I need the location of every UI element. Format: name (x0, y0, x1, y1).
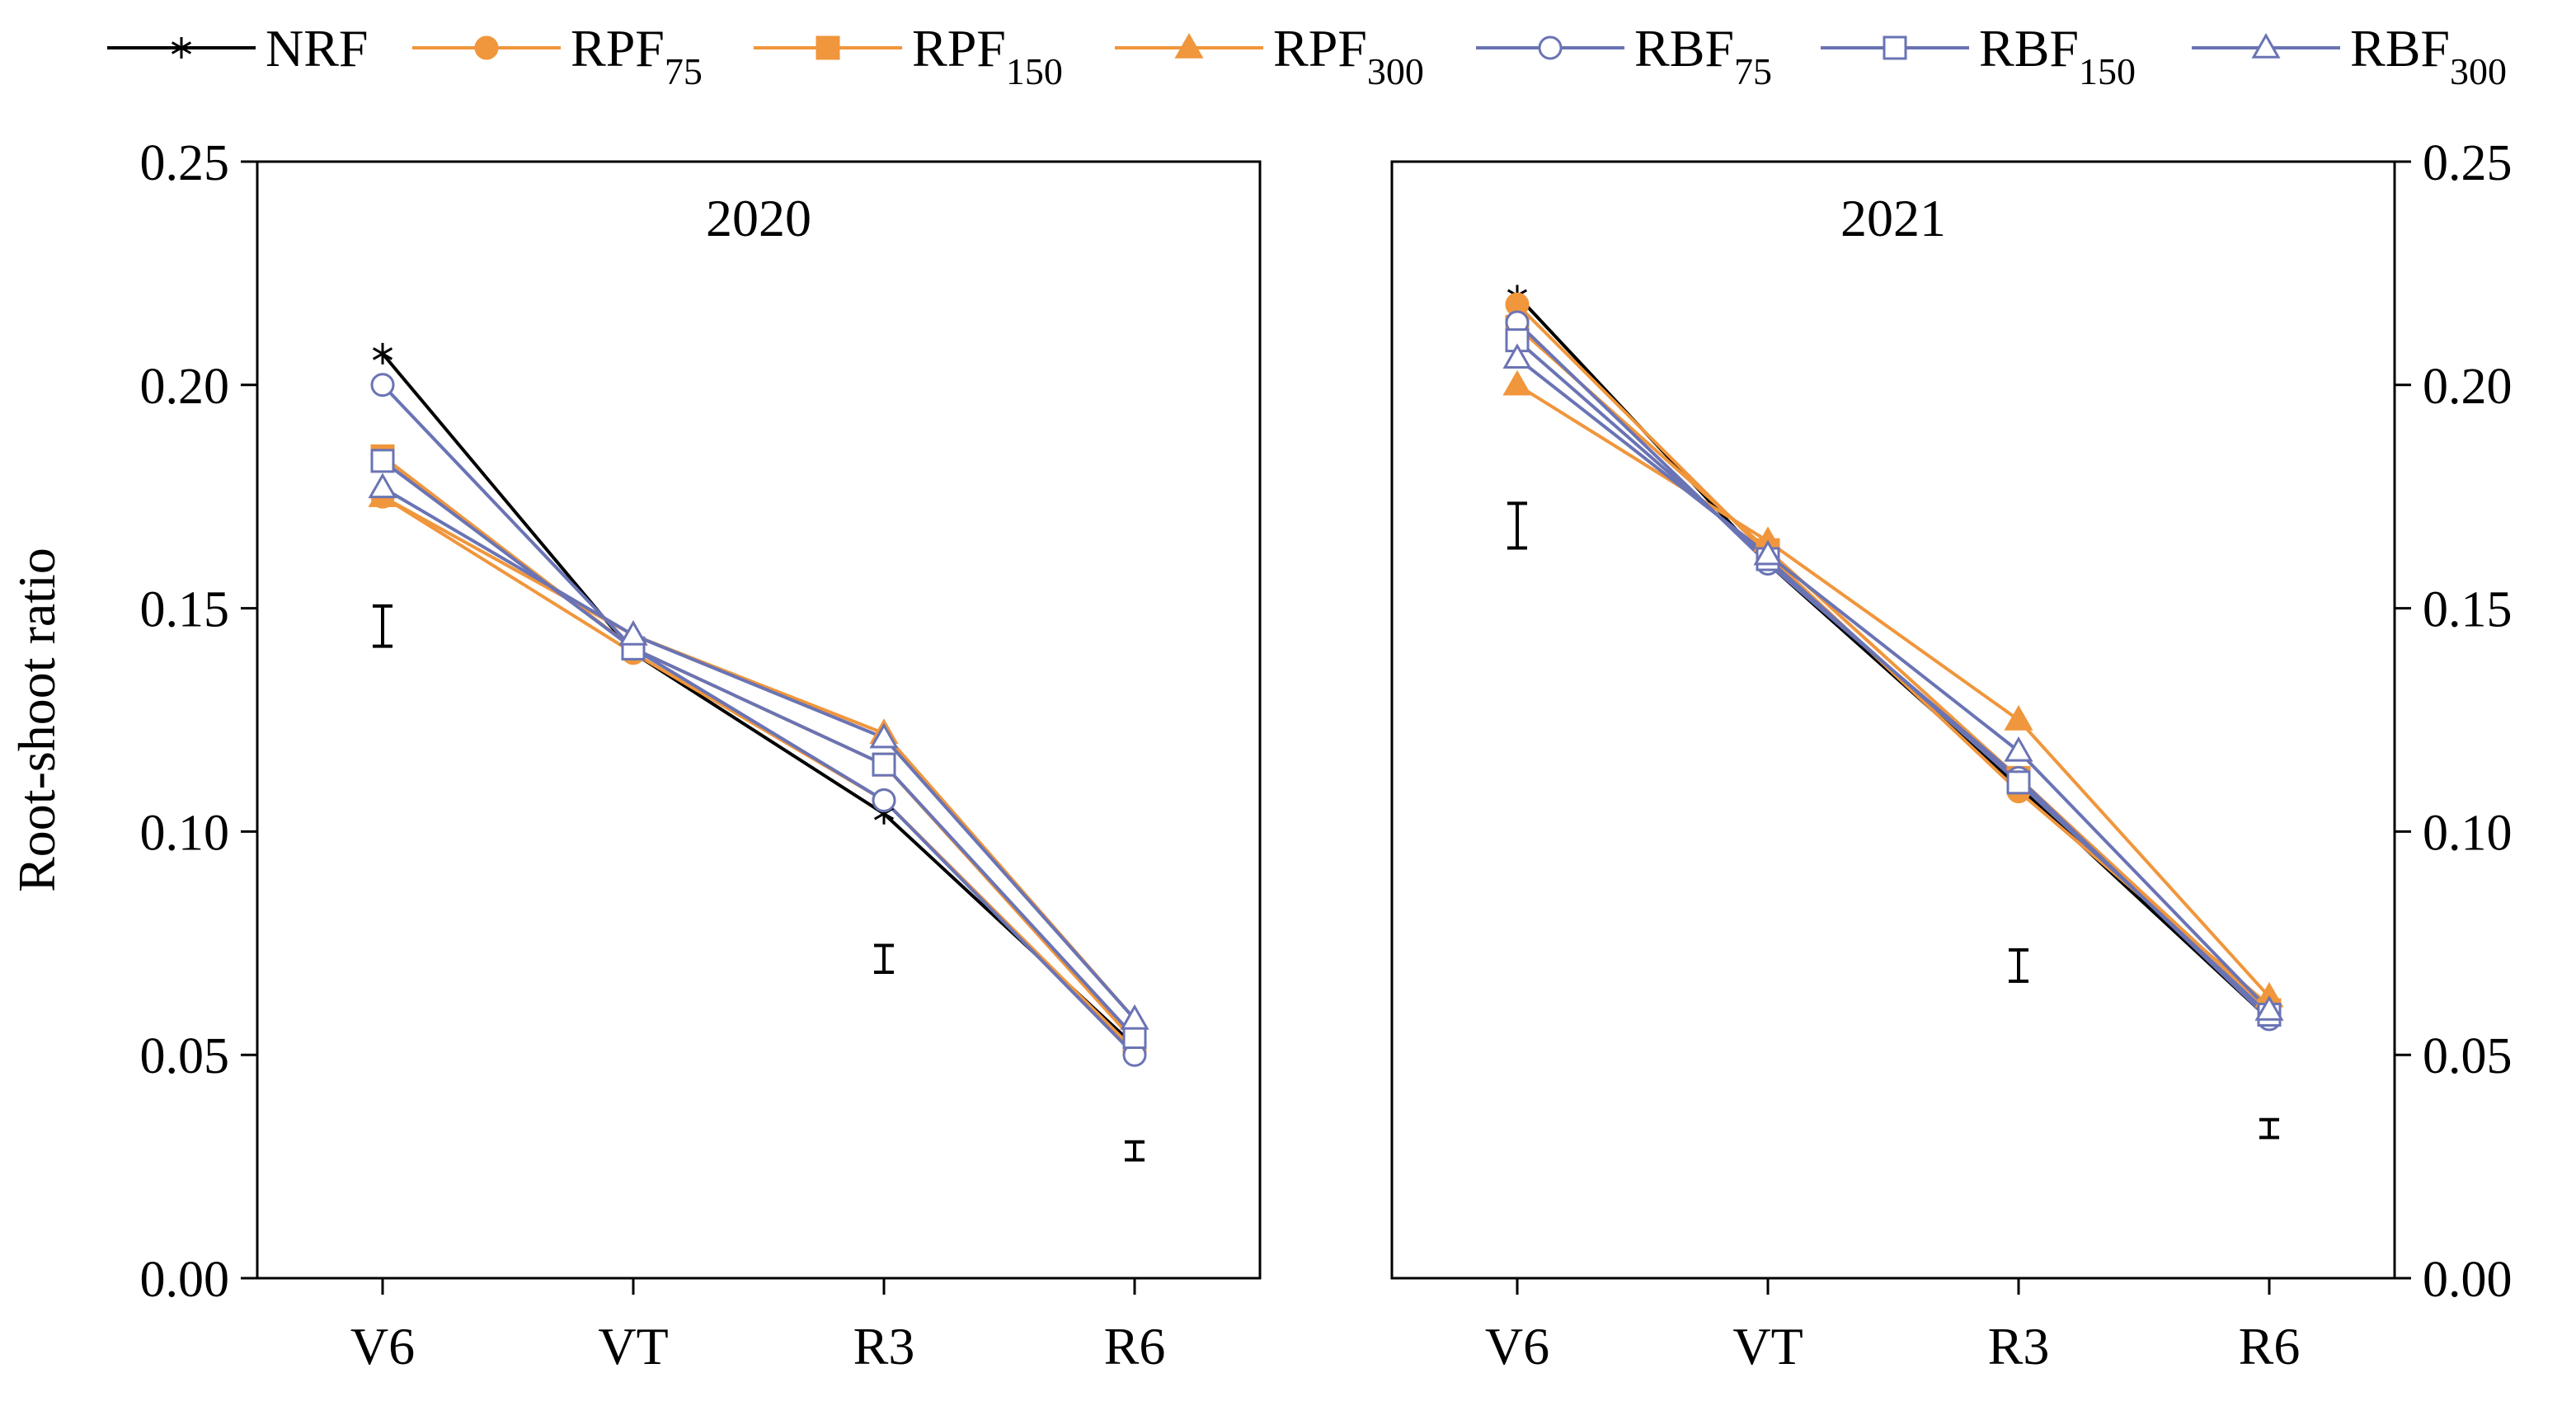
y-tick-label: 0.15 (140, 582, 230, 638)
legend: NRF RPF75 RPF150 RPF300 RBF75 RBF150 RBF300 (107, 19, 2507, 92)
series-line-RBF150 (381, 459, 1136, 1038)
error-bar (2009, 948, 2028, 983)
legend-label-base: RBF (1634, 19, 1734, 78)
error-bar (2259, 1117, 2279, 1140)
legend-marker (171, 37, 192, 59)
legend-label: RPF75 (571, 19, 703, 92)
legend-label-base: RPF (571, 19, 665, 78)
legend-label-subscript: 300 (2450, 50, 2507, 92)
legend-label-base: RBF (2350, 19, 2450, 78)
legend-marker (2251, 33, 2281, 59)
point-RBF300 (1502, 343, 1532, 369)
legend-label-subscript: 150 (1006, 50, 1063, 92)
point-RBF150 (370, 449, 395, 473)
point-RBF300 (2004, 736, 2033, 762)
error-bar (373, 604, 393, 648)
legend-label-subscript: 150 (2079, 50, 2136, 92)
point-RBF300 (869, 722, 899, 749)
legend-label-base: NRF (266, 19, 369, 78)
y-tick-label: 0.10 (140, 805, 230, 861)
point-RBF300 (2254, 995, 2284, 1021)
x-tick-label: R3 (853, 1317, 915, 1375)
legend-label: RBF150 (1979, 19, 2136, 92)
legend-label: NRF (266, 19, 369, 78)
y-tick-label: 0.10 (2423, 805, 2513, 861)
legend-label: RBF75 (1634, 19, 1772, 92)
legend-label-subscript: 300 (1367, 50, 1424, 92)
plot-frame (1390, 160, 2396, 1280)
panel-2021: 2021 0.00 0.05 0.10 0.15 0.20 0.25 V6 VT R3 R6 (1390, 135, 2513, 1375)
series-line-RBF300 (1516, 356, 2271, 1012)
y-tick-label: 0.20 (2423, 359, 2513, 415)
x-tick-label: V6 (350, 1317, 415, 1375)
point-NRF (372, 342, 393, 364)
legend-marker (1538, 35, 1563, 60)
legend-item-RBF75: RBF75 (1476, 19, 1772, 92)
legend-label-base: RPF (912, 19, 1006, 78)
legend-marker (1883, 35, 1907, 60)
legend-label: RPF150 (912, 19, 1063, 92)
legend-item-RBF300: RBF300 (2192, 19, 2507, 92)
legend-item-NRF: NRF (107, 19, 369, 78)
legend-marker (474, 35, 499, 60)
y-tick-label: 0.05 (2423, 1028, 2513, 1084)
error-bar (1507, 501, 1527, 550)
x-tick-label: VT (1732, 1317, 1803, 1375)
legend-item-RPF150: RPF150 (754, 19, 1063, 92)
x-tick-label: R3 (1988, 1317, 2050, 1375)
error-bar (874, 943, 894, 975)
x-tick-label: VT (598, 1317, 668, 1375)
y-tick-label: 0.25 (140, 135, 230, 191)
series-line-RPF300 (1516, 383, 2271, 999)
y-axis-label: Root-shoot ratio (7, 548, 66, 892)
y-tick-label: 0.05 (140, 1028, 230, 1084)
point-RBF300 (368, 473, 397, 499)
panel-title: 2021 (1840, 189, 1946, 247)
point-RBF75 (872, 788, 896, 812)
point-RBF75 (370, 373, 395, 397)
series-line-RBF300 (381, 486, 1136, 1021)
panel-title: 2020 (706, 189, 811, 247)
x-tick-label: R6 (1104, 1317, 1166, 1375)
series-line-RPF75 (1516, 303, 2271, 1008)
legend-label: RBF300 (2350, 19, 2507, 92)
point-RBF300 (1753, 539, 1783, 566)
y-tick-label: 0.20 (140, 359, 230, 415)
error-bar (1125, 1140, 1145, 1162)
legend-label-subscript: 75 (665, 50, 703, 92)
legend-item-RBF150: RBF150 (1821, 19, 2136, 92)
legend-marker (816, 35, 840, 60)
y-tick-label: 0.00 (2423, 1252, 2513, 1308)
x-tick-label: V6 (1485, 1317, 1549, 1375)
legend-item-RPF300: RPF300 (1115, 19, 1424, 92)
point-RBF150 (2006, 770, 2031, 795)
y-tick-label: 0.00 (140, 1252, 230, 1308)
series-line-RPF75 (381, 495, 1136, 1052)
series-line-RPF150 (1516, 325, 2271, 1012)
point-RBF300 (1120, 1004, 1149, 1030)
point-RPF300 (2004, 705, 2033, 731)
plot-frame (256, 160, 1262, 1280)
legend-label-base: RBF (1979, 19, 2079, 78)
y-tick-label: 0.25 (2423, 135, 2513, 191)
series-line-RBF75 (381, 383, 1136, 1056)
x-tick-label: R6 (2239, 1317, 2301, 1375)
point-RBF300 (618, 620, 648, 646)
panel-2020: 2020 0.00 0.05 0.10 0.15 0.20 0.25 V6 VT R3 R6 Root… (7, 135, 1262, 1375)
point-RBF150 (872, 752, 896, 777)
y-tick-label: 0.15 (2423, 582, 2513, 638)
legend-label-subscript: 75 (1734, 50, 1772, 92)
point-RPF300 (1502, 369, 1532, 396)
legend-label: RPF300 (1273, 19, 1424, 92)
legend-label-base: RPF (1273, 19, 1367, 78)
series-line-RBF150 (1516, 339, 2271, 1016)
legend-marker (1174, 33, 1204, 59)
legend-item-RPF75: RPF75 (412, 19, 703, 92)
